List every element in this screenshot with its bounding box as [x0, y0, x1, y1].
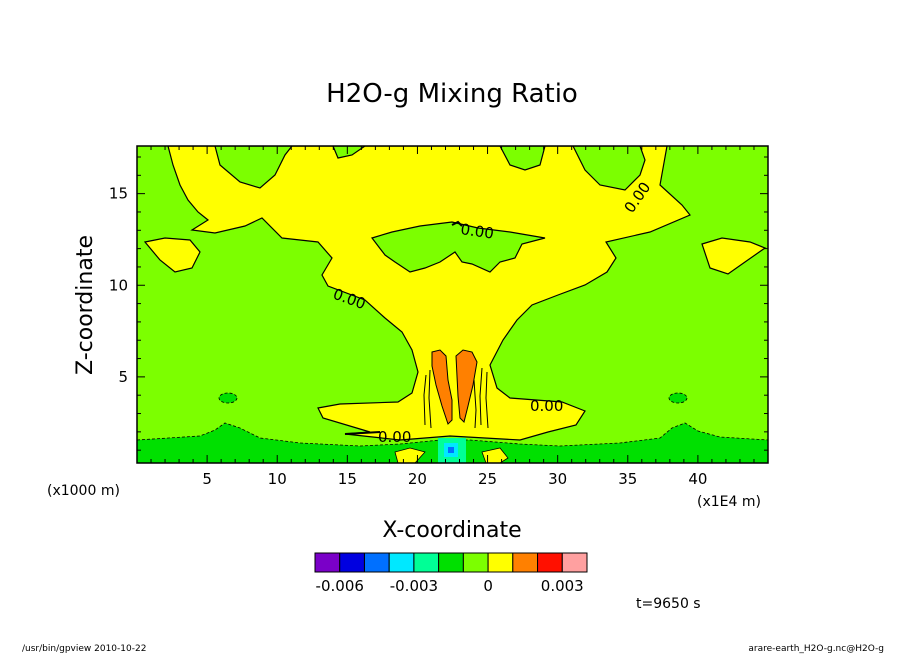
colorbar-swatch [339, 552, 365, 573]
field-core [431, 349, 453, 425]
field-upper-mid-pocket [332, 146, 367, 159]
x-unit-left: (x1000 m) [47, 483, 120, 499]
field-core-contours [423, 367, 489, 429]
colorbar-swatch [314, 552, 341, 573]
x-axis-ticks: 5 10 15 20 25 30 35 40 [150, 146, 755, 488]
chart-title: H2O-g Mixing Ratio [326, 79, 578, 109]
plot-area [137, 146, 768, 463]
colorbar-swatch [537, 552, 563, 573]
x-tick-label: 30 [548, 470, 567, 488]
field-left-blob [218, 392, 238, 404]
x-tick-label: 40 [688, 470, 707, 488]
x-tick-label: 15 [338, 470, 357, 488]
y-axis-label: Z-coordinate [73, 235, 98, 375]
colorbar-tick-label: -0.006 [316, 577, 364, 595]
colorbar-tick-label: 0.003 [541, 577, 584, 595]
footer-left: /usr/bin/gpview 2010-10-22 [22, 644, 146, 654]
field-small-contour [451, 220, 463, 227]
y-tick-label: 10 [109, 276, 128, 294]
time-label: t=9650 s [636, 596, 701, 612]
x-tick-label: 35 [618, 470, 637, 488]
colorbar-swatch [512, 552, 539, 573]
plot-frame [136, 145, 769, 464]
colorbar-swatch [487, 552, 514, 573]
x-axis-label: X-coordinate [382, 518, 521, 543]
colorbar-swatch [388, 552, 415, 573]
colorbar-swatch [413, 552, 440, 573]
y-tick-label: 5 [118, 368, 128, 386]
colorbar-swatch [438, 552, 464, 573]
colorbar-swatch [363, 552, 390, 573]
x-unit-right: (x1E4 m) [697, 494, 761, 510]
colorbar-swatch [462, 552, 489, 573]
field-core-right [455, 349, 478, 423]
x-tick-label: 25 [478, 470, 497, 488]
y-axis-ticks: 5 10 15 [109, 156, 768, 451]
colorbar-ticks: -0.006 -0.003 0 0.003 [316, 577, 584, 595]
colorbar-swatch [561, 552, 588, 573]
contour-label-1: 0.00 [459, 220, 495, 242]
x-tick-label: 5 [202, 470, 212, 488]
x-tick-label: 10 [268, 470, 287, 488]
field-left-lobe [143, 237, 201, 273]
contour-label-4: 0.00 [530, 397, 563, 415]
field-upper-center-pocket [499, 146, 546, 171]
contour-label-5: 0.00 [378, 428, 411, 446]
colorbar-tick-label: -0.003 [390, 577, 438, 595]
field-right-blob [668, 392, 688, 404]
colorbar-tick-label: 0 [483, 577, 493, 595]
colorbar [314, 552, 588, 573]
y-tick-label: 15 [109, 185, 128, 203]
field-upper-right-pocket [572, 146, 646, 191]
footer-right: arare-earth_H2O-g.nc@H2O-g [748, 644, 884, 654]
field-right-lobe [701, 237, 767, 275]
field-thick-contour [344, 431, 381, 435]
x-tick-label: 20 [408, 470, 427, 488]
